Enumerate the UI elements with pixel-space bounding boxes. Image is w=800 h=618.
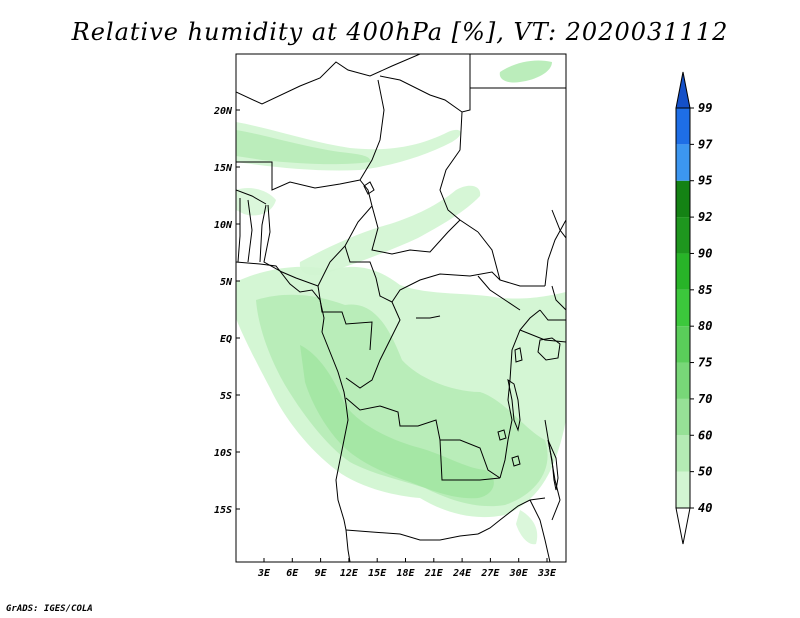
colorbar-label: 85 — [698, 283, 712, 297]
lon-tick-label: 24E — [452, 568, 472, 579]
border-angola-zambia — [439, 439, 501, 481]
humidity-plume-north-core — [236, 130, 371, 165]
lon-tick-label: 21E — [424, 568, 444, 579]
lat-tick-label: 15N — [214, 163, 233, 174]
border-kenya — [551, 285, 566, 311]
humidity-band-diagonal — [299, 185, 481, 276]
colorbar-bottom-arrow — [675, 507, 691, 545]
humidity-patch-northeast — [499, 60, 552, 83]
border-cameroon — [344, 245, 393, 303]
colorbar-label: 92 — [698, 210, 712, 224]
credit-label: GrADS: IGES/COLA — [6, 604, 93, 614]
lat-tick-label: 20N — [213, 106, 233, 117]
lon-tick-label: 12E — [340, 568, 359, 579]
lon-tick-label: 27E — [480, 568, 500, 579]
colorbar-swatch — [676, 217, 690, 254]
border-north-1 — [236, 54, 421, 105]
colorbar-label: 75 — [698, 356, 712, 370]
colorbar-label: 40 — [698, 501, 712, 515]
lake-victoria — [537, 337, 561, 361]
border-zambia-south — [477, 497, 546, 535]
colorbar-swatch — [676, 108, 690, 145]
colorbar-swatch — [676, 435, 690, 472]
colorbar: 40 50 60 70 75 80 85 90 92 95 97 99 — [675, 71, 713, 545]
lake-bangweulu — [511, 455, 521, 467]
lake-malawi — [547, 439, 559, 491]
colorbar-swatch — [676, 144, 690, 181]
humidity-shading — [236, 60, 566, 545]
lon-tick-label: 18E — [396, 568, 415, 579]
lat-tick-label: 5N — [220, 277, 233, 288]
lake-mweru — [497, 429, 507, 441]
humidity-patch-northwest — [236, 188, 276, 216]
border-south-sudan-drc — [477, 275, 521, 311]
lon-tick-label: 15E — [368, 568, 387, 579]
lake-chad — [363, 181, 375, 195]
lon-tick-label: 33E — [537, 568, 557, 579]
colorbar-label: 70 — [698, 392, 712, 406]
map-frame — [235, 53, 567, 563]
border-angola-south — [345, 529, 479, 541]
colorbar-label: 80 — [698, 319, 712, 333]
country-borders — [236, 54, 566, 562]
humidity-area-center — [300, 345, 494, 499]
border-niger-chad — [359, 79, 385, 181]
colorbar-top-arrow — [675, 71, 691, 109]
colorbar-label: 95 — [698, 174, 712, 188]
border-congo — [345, 301, 401, 389]
colorbar-label: 90 — [698, 246, 712, 260]
humidity-patch-southeast — [516, 510, 538, 545]
colorbar-label: 99 — [698, 101, 712, 115]
colorbar-swatch — [676, 180, 690, 218]
lon-tick-label: 30E — [509, 568, 529, 579]
border-benin — [259, 204, 267, 263]
lake-kivu — [514, 347, 523, 363]
border-drc-south — [345, 397, 501, 479]
border-ethiopia — [551, 209, 566, 239]
border-togo — [247, 199, 253, 263]
colorbar-swatch — [676, 398, 690, 436]
border-car-south — [391, 271, 501, 303]
lat-tick-label: 10S — [214, 448, 232, 459]
lon-tick-label: 6E — [286, 568, 299, 579]
border-mali-niger — [236, 161, 361, 191]
lat-tick-label: 5S — [220, 391, 232, 402]
border-drc-east — [499, 309, 541, 479]
border-north-2 — [379, 54, 471, 113]
lat-tick-label: 15S — [214, 505, 232, 516]
border-burkina — [236, 189, 267, 205]
border-ghana — [237, 198, 241, 263]
coastline-west — [236, 261, 351, 562]
lon-tick-label: 3E — [257, 568, 271, 579]
colorbar-label: 50 — [698, 465, 712, 479]
border-uganda — [519, 329, 566, 343]
colorbar-swatch — [676, 289, 690, 327]
colorbar-swatch — [676, 326, 690, 363]
border-tanzania — [539, 309, 566, 321]
lon-tick-label: 9E — [315, 568, 328, 579]
longitude-axis: 3E 6E 9E 12E 15E 18E 21E 24E 27E 30E 33E — [257, 558, 557, 579]
colorbar-label: 60 — [698, 428, 712, 442]
humidity-area-south-core — [256, 294, 548, 507]
border-nigeria — [263, 179, 373, 287]
colorbar-swatch — [676, 253, 690, 290]
river-congo — [416, 315, 441, 319]
lake-tanganyika — [507, 378, 521, 432]
border-chad-car — [371, 205, 461, 255]
border-mozambique — [529, 499, 551, 562]
colorbar-swatch — [676, 471, 690, 508]
lat-tick-label: EQ — [220, 334, 232, 345]
colorbar-swatch — [676, 362, 690, 399]
colorbar-label: 97 — [698, 137, 713, 151]
lat-tick-label: 10N — [214, 220, 233, 231]
latitude-axis: 20N 15N 10N 5N EQ 5S 10S 15S — [213, 106, 240, 516]
figure-title: Relative humidity at 400hPa [%], VT: 202… — [71, 18, 729, 46]
